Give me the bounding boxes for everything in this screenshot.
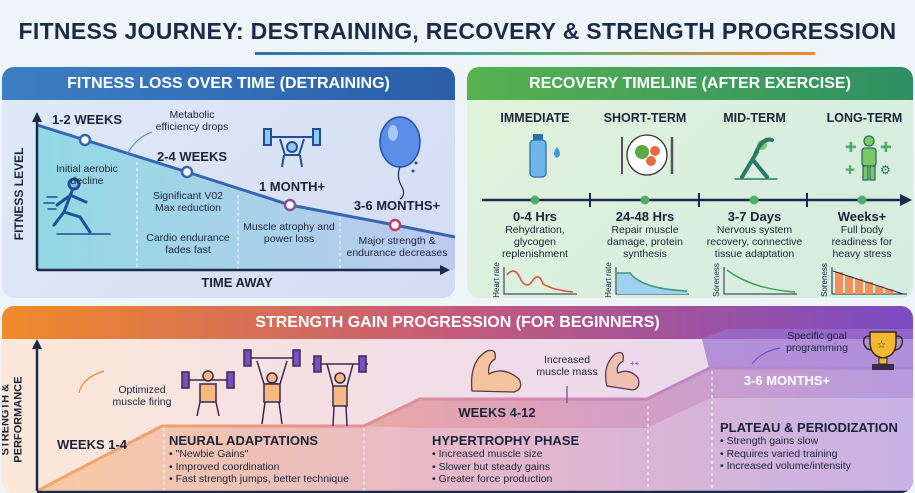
timeline-dot	[749, 195, 759, 205]
mini-chart-label: Heart rate	[604, 262, 613, 298]
phase-label: MID-TERM	[723, 111, 786, 125]
fitness-line	[36, 123, 455, 239]
mini-chart-label: Soreness	[712, 263, 721, 297]
stage-marker	[388, 218, 402, 232]
squat-lifter-icon	[181, 370, 235, 417]
phase-label: IMMEDIATE	[500, 111, 570, 125]
phase-item: • Greater force production	[432, 473, 553, 486]
phase-item: • Strength gains slow	[720, 435, 819, 447]
stage-note: Metabolic efficiency drops	[155, 109, 229, 134]
detraining-chart	[32, 112, 455, 275]
weeks-4-12-label: WEEKS 4-12	[458, 405, 536, 420]
flexed-arm-sparkle-icon: ++	[604, 351, 640, 391]
stage-desc: Major strength & endurance decreases	[346, 235, 448, 260]
weeks-1-4-label: WEEKS 1-4	[56, 437, 128, 452]
stage-desc: Rehydration, glycogen replenishment	[502, 224, 568, 261]
recovery-header: RECOVERY TIMELINE (AFTER EXERCISE)	[467, 67, 913, 100]
title-underline	[255, 52, 815, 55]
detraining-header: FITNESS LOSS OVER TIME (DETRAINING)	[2, 67, 455, 100]
stage-desc: Significant V02 Max reduction	[152, 190, 224, 215]
mini-chart-label: Heart rate	[492, 262, 501, 298]
recovery-graphics: ✚ ✚ ✚ ⚙	[482, 134, 912, 295]
stage-label: 1 MONTH+	[258, 179, 326, 194]
detraining-panel: FITNESS LOSS OVER TIME (DETRAINING) FITN…	[2, 67, 455, 298]
time-label: 0-4 Hrs	[512, 209, 558, 224]
stage-marker	[283, 198, 297, 212]
phase-item: • Increased volume/intensity	[720, 460, 851, 473]
mini-chart-heart-rate	[615, 267, 689, 295]
strength-chart: ++ ☆	[32, 329, 913, 493]
svg-text:✚: ✚	[880, 139, 892, 155]
stage-desc: Muscle atrophy and power loss	[243, 221, 335, 246]
svg-text:☆: ☆	[877, 340, 886, 351]
stage-desc: Initial aerobic decline	[56, 163, 118, 188]
flexed-arm-icon	[470, 349, 522, 393]
time-label: Weeks+	[837, 209, 887, 224]
phase-title: HYPERTROPHY PHASE	[432, 433, 580, 448]
phase-label: SHORT-TERM	[603, 111, 687, 125]
strength-line	[36, 366, 913, 493]
svg-text:✚: ✚	[845, 163, 855, 177]
phase-item: • Fast strength jumps, better technique	[169, 473, 349, 486]
timeline-dot	[530, 195, 540, 205]
stage-desc: Full body readiness for heavy stress	[831, 224, 893, 261]
y-axis-label: FITNESS LEVEL	[12, 147, 27, 241]
phase-hypertrophy: HYPERTROPHY PHASE • Increased muscle siz…	[432, 433, 642, 486]
phase-label: LONG-TERM	[826, 111, 903, 125]
phase-item: • Requires varied training	[720, 447, 838, 460]
overhead-press-lifter-icon	[243, 349, 301, 425]
months-3-6-label: 3-6 MONTHS+	[743, 373, 831, 388]
stage-label: 2-4 WEEKS	[156, 149, 228, 164]
mini-chart-label: Soreness	[820, 263, 829, 297]
x-axis-label: TIME AWAY	[201, 275, 273, 290]
phase-item: • Slower but steady gains	[432, 460, 551, 473]
time-label: 24-48 Hrs	[615, 209, 675, 224]
svg-text:++: ++	[630, 359, 640, 368]
mini-chart-soreness	[831, 267, 907, 295]
timeline-dot	[640, 195, 650, 205]
svg-text:✚: ✚	[845, 139, 857, 155]
healthy-body-icon: ✚ ✚ ✚ ⚙	[845, 135, 892, 181]
stretching-icon	[734, 137, 778, 180]
deflating-balloon-icon	[379, 116, 421, 200]
fitness-area	[37, 125, 455, 270]
time-label: 3-7 Days	[727, 209, 782, 224]
phase-item: • Improved coordination	[169, 460, 280, 473]
stage-label: 3-6 MONTHS+	[353, 198, 441, 213]
mini-chart-soreness	[723, 267, 797, 295]
note-goal-programming: Specific goal programming	[786, 330, 848, 355]
phase-title: NEURAL ADAPTATIONS	[169, 433, 319, 448]
svg-text:⚙: ⚙	[880, 163, 891, 177]
phase-neural: NEURAL ADAPTATIONS • "Newbie Gains" • Im…	[169, 433, 369, 486]
water-bottle-icon	[529, 134, 560, 178]
stage-desc: Repair muscle damage, protein synthesis	[607, 224, 683, 261]
mini-chart-heart-rate	[503, 267, 577, 295]
stage-desc: Nervous system recovery, connective tiss…	[706, 224, 803, 261]
phase-title: PLATEAU & PERIODIZATION	[720, 420, 898, 435]
recovery-panel: RECOVERY TIMELINE (AFTER EXERCISE) ✚ ✚ ✚ ⚙ …	[467, 67, 913, 298]
weightlifter-icon	[263, 128, 321, 168]
overhead-lockout-lifter-icon	[312, 355, 368, 427]
timeline-dot	[857, 195, 867, 205]
phase-item: • "Newbie Gains"	[169, 448, 249, 460]
runner-icon	[43, 177, 111, 235]
strength-panel: STRENGTH GAIN PROGRESSION (FOR BEGINNERS…	[2, 306, 913, 493]
phase-plateau: PLATEAU & PERIODIZATION • Strength gains…	[720, 420, 910, 473]
note-muscle-mass: Increased muscle mass	[536, 354, 598, 379]
note-optimized-firing: Optimized muscle firing	[112, 384, 172, 409]
page-title: FITNESS JOURNEY: DESTRAINING, RECOVERY &…	[18, 18, 897, 44]
phase-item: • Increased muscle size	[432, 448, 543, 460]
stage-label: 1-2 WEEKS	[51, 112, 123, 127]
stage-marker	[180, 165, 194, 179]
meal-plate-icon	[621, 134, 674, 176]
trophy-icon: ☆	[862, 331, 904, 370]
stage-marker	[78, 133, 92, 147]
y-axis-label: STRENGTH & PERFORMANCE	[2, 376, 24, 463]
stage-note: Cardio endurance fades fast	[146, 232, 230, 257]
